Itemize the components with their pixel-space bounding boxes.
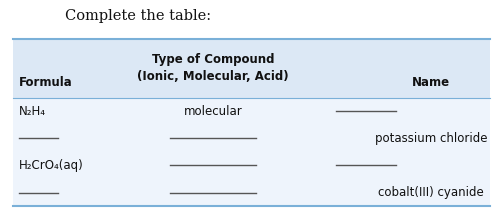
Text: Complete the table:: Complete the table: bbox=[65, 9, 211, 23]
Text: N₂H₄: N₂H₄ bbox=[19, 105, 46, 118]
Text: molecular: molecular bbox=[183, 105, 242, 118]
Text: cobalt(III) cyanide: cobalt(III) cyanide bbox=[378, 186, 484, 199]
Text: Type of Compound
(Ionic, Molecular, Acid): Type of Compound (Ionic, Molecular, Acid… bbox=[137, 53, 289, 83]
Text: H₂CrO₄(aq): H₂CrO₄(aq) bbox=[19, 159, 84, 172]
Bar bbox=[13, 98, 490, 206]
Text: Formula: Formula bbox=[19, 76, 73, 89]
Text: Name: Name bbox=[412, 76, 450, 89]
Bar bbox=[13, 39, 490, 98]
Text: potassium chloride: potassium chloride bbox=[375, 132, 487, 145]
